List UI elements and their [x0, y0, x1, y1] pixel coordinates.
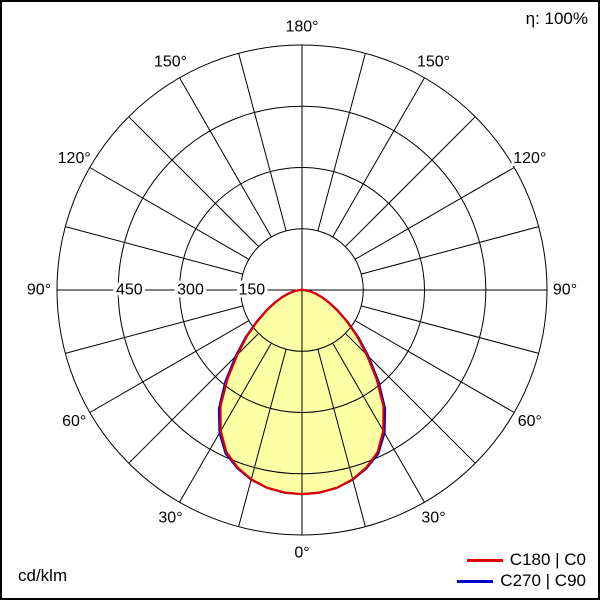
grid-spoke-60: [354, 320, 515, 413]
legend-label: C180 | C0: [509, 550, 586, 570]
grid-spoke-285: [65, 305, 243, 354]
radial-label-450: 450: [116, 282, 143, 299]
angle-label-180: 180°: [285, 19, 318, 36]
angle-label-90-left: 90°: [27, 282, 51, 299]
intensity-curve-c180-c0: [219, 288, 385, 496]
grid-spoke-210: [179, 77, 272, 238]
grid-spoke-120: [354, 167, 515, 260]
grid-spoke-30: [332, 342, 425, 503]
angle-label-60-left: 60°: [62, 413, 86, 430]
grid-spoke-330: [179, 342, 272, 503]
legend-item-c180-c0: C180 | C0: [457, 550, 586, 570]
angle-label-30-right: 30°: [421, 509, 445, 526]
unit-label: cd/klm: [18, 566, 68, 586]
radial-label-300: 300: [177, 282, 204, 299]
grid-spoke-240: [89, 167, 250, 260]
efficiency-label: η: 100%: [525, 9, 588, 28]
grid-spoke-150: [332, 77, 425, 238]
legend-label: C270 | C90: [500, 571, 586, 591]
grid-spoke-15: [317, 349, 366, 527]
grid-spoke-195: [238, 53, 287, 231]
angle-label-30-left: 30°: [158, 509, 182, 526]
grid-spoke-255: [65, 226, 243, 275]
grid-spoke-300: [89, 320, 250, 413]
grid-spoke-135: [344, 116, 476, 248]
grid-spoke-345: [238, 349, 287, 527]
angle-label-120-right: 120°: [513, 150, 546, 167]
legend: C180 | C0 C270 | C90: [457, 550, 586, 591]
radial-label-150: 150: [238, 282, 265, 299]
angle-label-150-left: 150°: [154, 54, 187, 71]
grid-spoke-165: [317, 53, 366, 231]
legend-item-c270-c90: C270 | C90: [457, 571, 586, 591]
grid-spoke-105: [361, 226, 539, 275]
angle-label-120-left: 120°: [58, 150, 91, 167]
grid-spoke-225: [128, 116, 260, 248]
angle-label-150-right: 150°: [417, 54, 450, 71]
blue-line-swatch: [457, 580, 494, 583]
angle-label-90-right: 90°: [553, 282, 577, 299]
red-line-swatch: [466, 559, 503, 562]
grid-spoke-75: [361, 305, 539, 354]
angle-label-0: 0°: [294, 545, 309, 562]
angle-label-60-right: 60°: [518, 413, 542, 430]
